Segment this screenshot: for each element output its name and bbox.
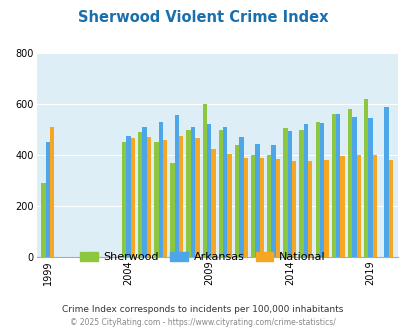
- Bar: [227, 154, 231, 257]
- Bar: [287, 131, 291, 257]
- Bar: [45, 142, 50, 257]
- Bar: [283, 128, 287, 257]
- Bar: [50, 127, 54, 257]
- Bar: [142, 127, 147, 257]
- Bar: [122, 142, 126, 257]
- Bar: [207, 124, 211, 257]
- Bar: [367, 118, 372, 257]
- Bar: [234, 145, 239, 257]
- Bar: [319, 123, 324, 257]
- Bar: [126, 136, 130, 257]
- Bar: [335, 114, 339, 257]
- Bar: [158, 122, 162, 257]
- Text: Sherwood Violent Crime Index: Sherwood Violent Crime Index: [78, 10, 327, 25]
- Bar: [190, 127, 195, 257]
- Bar: [195, 139, 199, 257]
- Bar: [138, 132, 142, 257]
- Bar: [243, 158, 247, 257]
- Bar: [331, 114, 335, 257]
- Bar: [324, 160, 328, 257]
- Bar: [363, 99, 367, 257]
- Bar: [356, 155, 360, 257]
- Bar: [291, 161, 296, 257]
- Bar: [250, 155, 255, 257]
- Bar: [218, 130, 223, 257]
- Bar: [303, 124, 307, 257]
- Bar: [271, 145, 275, 257]
- Bar: [388, 160, 392, 257]
- Bar: [174, 115, 179, 257]
- Bar: [202, 104, 207, 257]
- Bar: [223, 127, 227, 257]
- Bar: [347, 109, 351, 257]
- Bar: [162, 140, 167, 257]
- Bar: [339, 156, 344, 257]
- Bar: [315, 122, 319, 257]
- Bar: [351, 117, 356, 257]
- Text: © 2025 CityRating.com - https://www.cityrating.com/crime-statistics/: © 2025 CityRating.com - https://www.city…: [70, 318, 335, 327]
- Bar: [179, 136, 183, 257]
- Bar: [147, 137, 151, 257]
- Legend: Sherwood, Arkansas, National: Sherwood, Arkansas, National: [76, 248, 329, 267]
- Bar: [211, 149, 215, 257]
- Bar: [298, 130, 303, 257]
- Bar: [239, 137, 243, 257]
- Bar: [255, 144, 259, 257]
- Bar: [307, 161, 312, 257]
- Bar: [266, 155, 271, 257]
- Bar: [259, 158, 263, 257]
- Bar: [130, 139, 135, 257]
- Bar: [154, 142, 158, 257]
- Bar: [170, 163, 174, 257]
- Text: Crime Index corresponds to incidents per 100,000 inhabitants: Crime Index corresponds to incidents per…: [62, 305, 343, 314]
- Bar: [41, 183, 45, 257]
- Bar: [275, 159, 279, 257]
- Bar: [372, 155, 376, 257]
- Bar: [384, 107, 388, 257]
- Bar: [186, 130, 190, 257]
